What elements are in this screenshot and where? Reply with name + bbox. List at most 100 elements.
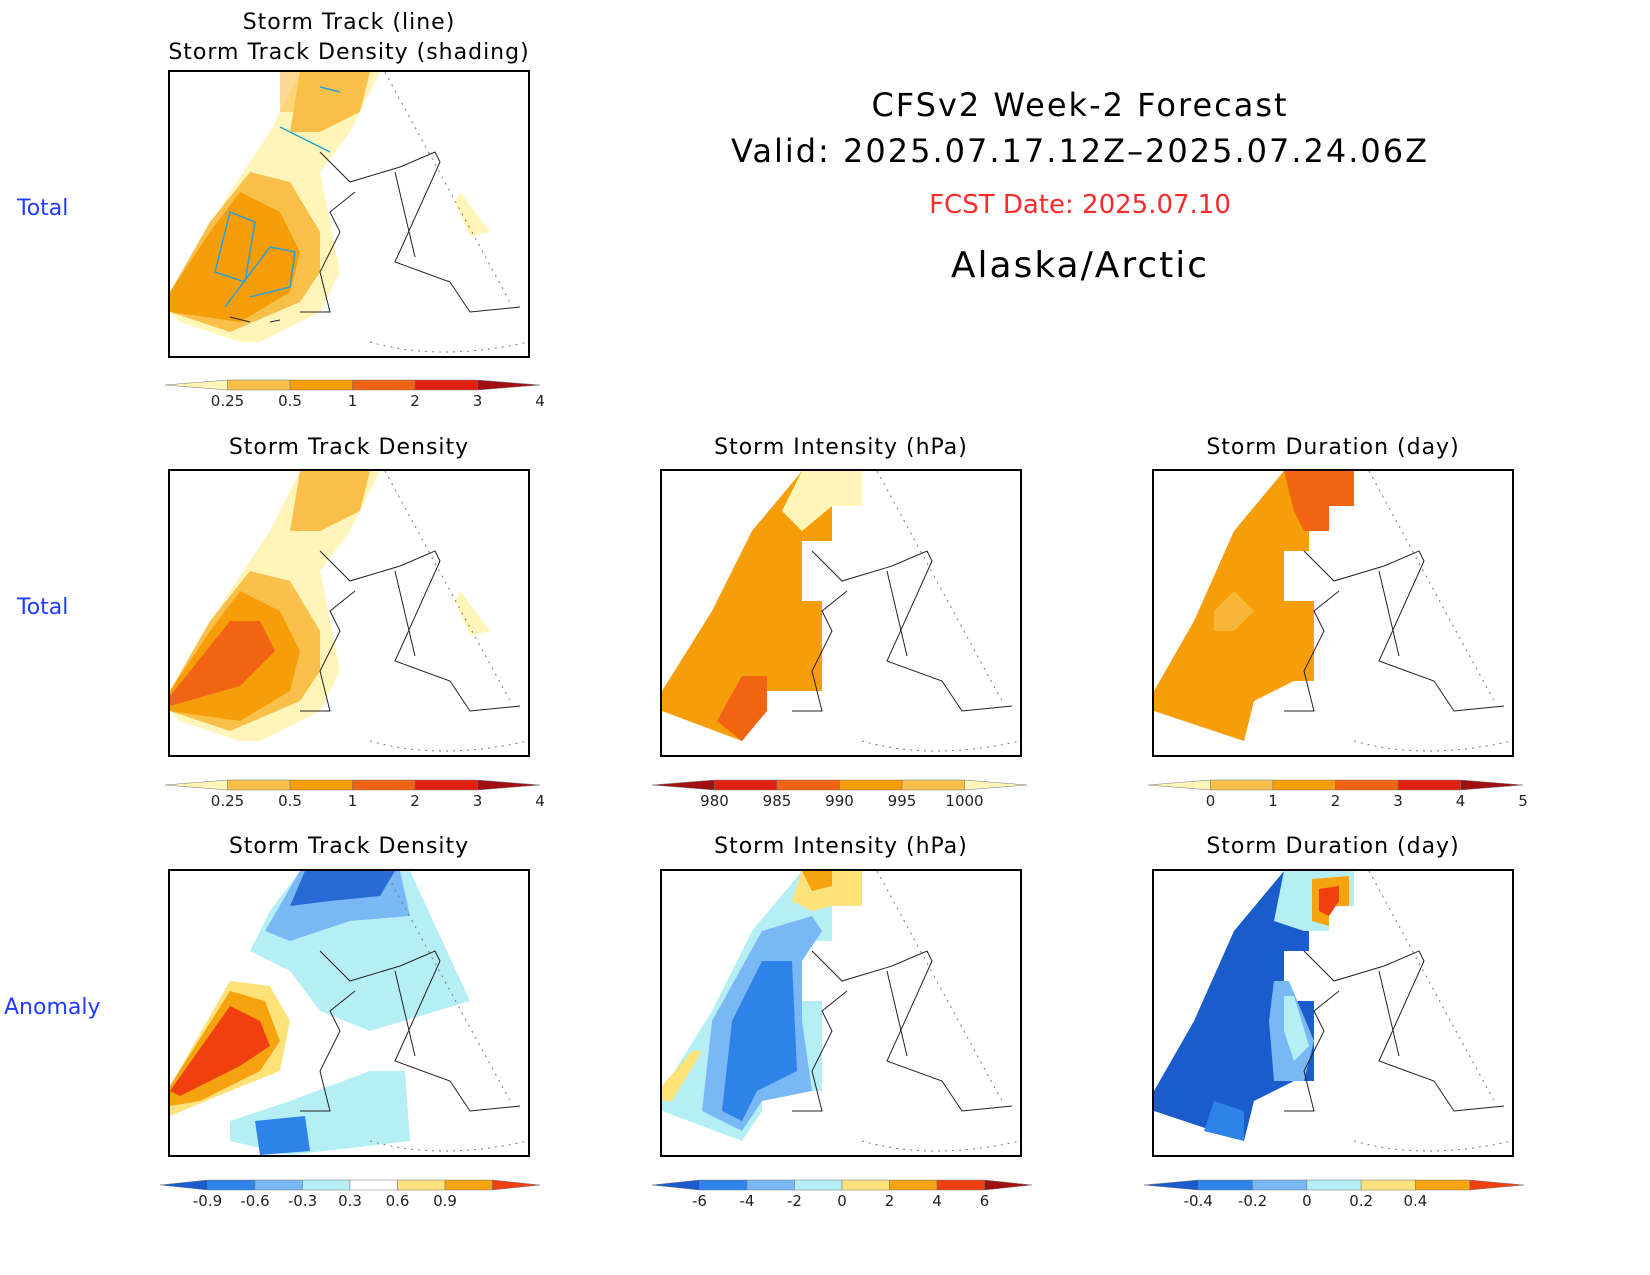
colorbar-tick-label: 2	[1330, 792, 1341, 810]
colorbar-tick-label: 3	[1393, 792, 1403, 810]
colorbar-tick-label: 4	[535, 792, 545, 810]
colorbar-segment	[302, 1179, 351, 1191]
colorbar-tick-label: 0.3	[338, 1192, 362, 1210]
panel-title-intensity-anomaly: Storm Intensity (hPa)	[714, 834, 968, 859]
colorbar-segment	[352, 779, 416, 791]
colorbar-segment	[699, 1179, 748, 1191]
colorbar-segment	[1148, 779, 1211, 791]
colorbar-tick-label: -0.2	[1237, 1192, 1268, 1210]
colorbar-duration-anomaly: -0.4 -0.2 0 0.2 0.4	[1144, 1178, 1524, 1214]
colorbar-density-1: 0.25 0.5 1 2 3 4	[165, 378, 545, 414]
colorbar-duration: 0 1 2 3 4 5	[1148, 778, 1528, 814]
colorbar-tick-label: 3	[472, 792, 483, 810]
colorbar-tick-label: -4	[739, 1192, 755, 1210]
colorbar-tick-label: -0.9	[192, 1192, 223, 1210]
colorbar-density-anomaly: -0.9 -0.6 -0.3 0.3 0.6 0.9	[160, 1178, 540, 1214]
colorbar-segment	[289, 779, 353, 791]
colorbar-segment	[1469, 1179, 1524, 1191]
colorbar-tick-label: 0.25	[210, 392, 245, 410]
colorbar-tick-label: 0.4	[1403, 1192, 1428, 1210]
colorbar-segment	[160, 1179, 208, 1191]
colorbar-segment	[349, 1179, 398, 1191]
colorbar-segment	[901, 779, 965, 791]
panel-title-intensity-total: Storm Intensity (hPa)	[714, 435, 968, 460]
colorbar-segment	[984, 1179, 1032, 1191]
colorbar-tick-label: 0	[1302, 1192, 1312, 1210]
colorbar-segment	[889, 1179, 938, 1191]
colorbar-tick-label: 980	[700, 792, 729, 810]
colorbar-tick-label: -0.3	[287, 1192, 318, 1210]
colorbar-tick-label: 1	[347, 792, 358, 810]
colorbar-tick-label: 0.25	[210, 792, 245, 810]
colorbar-segment	[776, 779, 840, 791]
colorbar-tick-label: 1000	[945, 792, 984, 810]
map-intensity-total	[660, 469, 1022, 757]
colorbar-segment	[652, 1179, 700, 1191]
map-density-anomaly	[168, 869, 530, 1157]
colorbar-intensity-anomaly: -6 -4 -2 0 2 4 6	[652, 1178, 1032, 1214]
colorbar-segment	[165, 779, 228, 791]
colorbar-segment	[414, 379, 478, 391]
colorbar-tick-label: 0	[837, 1192, 847, 1210]
region-name: Alaska/Arctic	[950, 245, 1210, 286]
colorbar-intensity: 980 985 990 995 1000	[652, 778, 1027, 814]
colorbar-segment	[227, 779, 291, 791]
colorbar-segment	[1360, 1179, 1416, 1191]
colorbar-segment	[1415, 1179, 1470, 1191]
colorbar-segment	[165, 379, 228, 391]
forecast-title: CFSv2 Week-2 Forecast	[871, 86, 1289, 124]
colorbar-tick-label: 2	[410, 392, 420, 410]
colorbar-segment	[289, 379, 353, 391]
map-duration-anomaly	[1152, 869, 1514, 1157]
map-intensity-anomaly	[660, 869, 1022, 1157]
colorbar-tick-label: 995	[887, 792, 917, 810]
colorbar-tick-label: 990	[825, 792, 854, 810]
colorbar-tick-label: 0.5	[278, 392, 302, 410]
panel-title-duration-total: Storm Duration (day)	[1206, 435, 1460, 460]
colorbar-segment	[254, 1179, 303, 1191]
colorbar-segment	[477, 379, 540, 391]
panel-title-duration-anomaly: Storm Duration (day)	[1206, 834, 1460, 859]
panel-title-density-total: Storm Track Density	[228, 435, 470, 460]
colorbar-density-2: 0.25 0.5 1 2 3 4	[165, 778, 545, 814]
colorbar-tick-label: 985	[762, 792, 792, 810]
colorbar-segment	[1144, 1179, 1199, 1191]
colorbar-tick-label: 4	[932, 1192, 942, 1210]
colorbar-tick-label: 1	[347, 392, 358, 410]
colorbar-tick-label: 0.9	[433, 1192, 457, 1210]
map-storm-track-total	[168, 70, 530, 358]
colorbar-tick-label: 0.2	[1349, 1192, 1374, 1210]
colorbar-segment	[1210, 779, 1274, 791]
colorbar-tick-label: 1	[1268, 792, 1278, 810]
colorbar-segment	[841, 1179, 890, 1191]
colorbar-tick-label: -2	[787, 1192, 802, 1210]
valid-period: Valid: 2025.07.17.12Z–2025.07.24.06Z	[730, 132, 1430, 170]
colorbar-segment	[1335, 779, 1399, 791]
colorbar-tick-label: 4	[535, 392, 545, 410]
colorbar-segment	[964, 779, 1027, 791]
colorbar-tick-label: 5	[1518, 792, 1528, 810]
colorbar-tick-label: -0.6	[240, 1192, 270, 1210]
map-duration-total	[1152, 469, 1514, 757]
colorbar-segment	[652, 779, 715, 791]
colorbar-segment	[839, 779, 903, 791]
colorbar-tick-label: 2	[410, 792, 420, 810]
colorbar-tick-label: 3	[472, 392, 483, 410]
colorbar-segment	[397, 1179, 446, 1191]
colorbar-segment	[227, 379, 291, 391]
colorbar-segment	[714, 779, 778, 791]
row-label-total-1: Total	[17, 196, 69, 221]
colorbar-segment	[477, 779, 540, 791]
colorbar-segment	[492, 1179, 540, 1191]
row-label-total-2: Total	[17, 595, 69, 620]
panel-title-storm-track: Storm Track (line) Storm Track Density (…	[168, 10, 530, 65]
colorbar-tick-label: 0.6	[385, 1192, 410, 1210]
colorbar-tick-label: -6	[692, 1192, 707, 1210]
map-density-total	[168, 469, 530, 757]
colorbar-segment	[794, 1179, 843, 1191]
colorbar-tick-label: 0	[1205, 792, 1216, 810]
colorbar-segment	[1397, 779, 1461, 791]
colorbar-tick-label: 0.5	[278, 792, 302, 810]
colorbar-segment	[746, 1179, 795, 1191]
forecast-date: FCST Date: 2025.07.10	[929, 190, 1231, 220]
